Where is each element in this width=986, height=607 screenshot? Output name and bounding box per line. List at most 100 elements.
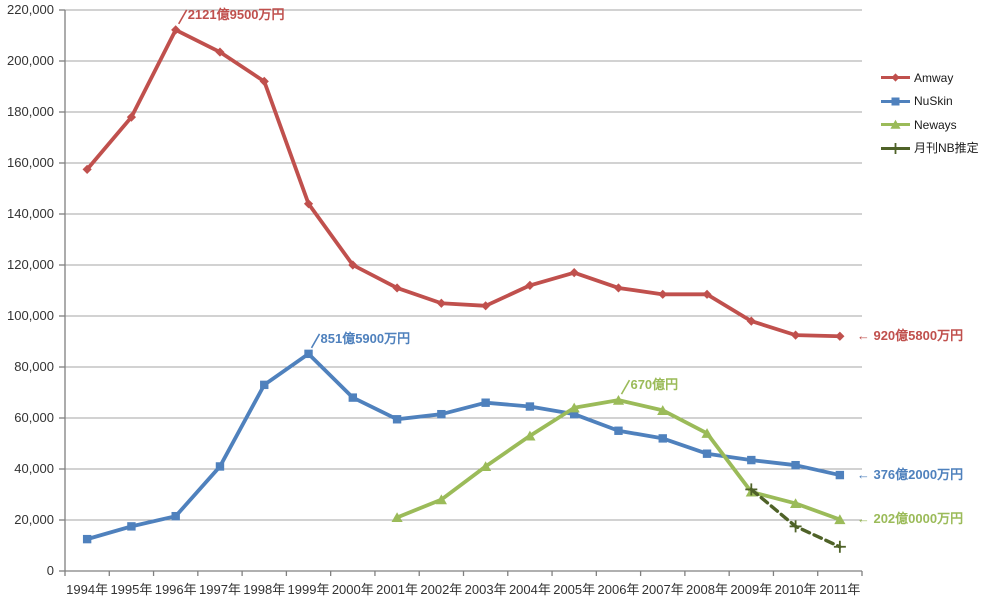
x-tick-label: 2010年 — [774, 582, 817, 597]
y-tick-label: 40,000 — [14, 461, 54, 476]
neways-legend-swatch-icon — [881, 120, 910, 130]
amway-marker — [790, 330, 801, 340]
neways-peak-leader-line — [620, 379, 631, 395]
nuskin-marker — [614, 426, 623, 435]
nuskin-marker — [747, 455, 756, 465]
y-tick-label: 140,000 — [7, 206, 54, 221]
amway-marker — [392, 283, 402, 293]
amway-end-annotation: ← 920億5800万円 — [856, 328, 964, 344]
amway-marker — [348, 260, 358, 270]
legend-label-nuskin: NuSkin — [914, 94, 953, 109]
x-tick-label: 2007年 — [641, 582, 684, 597]
legend-label-amway: Amway — [914, 70, 954, 85]
amway-marker — [215, 47, 225, 57]
amway-marker — [746, 316, 756, 326]
nuskin-marker — [392, 415, 402, 424]
nuskin-marker — [171, 511, 180, 521]
x-tick-label: 1994年 — [66, 582, 109, 597]
nuskin-peak-annotation: 851億5900万円 — [320, 330, 411, 346]
y-tick-label: 200,000 — [7, 53, 54, 68]
legend-item-nuskin: NuSkin — [880, 90, 979, 114]
nuskin-marker — [702, 449, 712, 458]
nuskin-marker — [215, 462, 225, 471]
x-tick-label: 2009年 — [730, 582, 773, 597]
nuskin-marker — [569, 409, 579, 419]
x-tick-label: 1997年 — [199, 582, 241, 597]
neways-peak-annotation: 670億円 — [630, 377, 679, 393]
nuskin-end-annotation: ← 376億2000万円 — [856, 467, 964, 483]
nuskin-legend-swatch-icon — [881, 97, 910, 106]
amway-legend-marker — [891, 73, 900, 82]
neways-marker — [701, 428, 713, 438]
nuskin-marker — [260, 380, 269, 390]
x-tick-label: 2000年 — [331, 582, 374, 597]
amway-marker — [613, 283, 624, 293]
y-tick-label: 160,000 — [7, 155, 54, 170]
legend-item-amway: Amway — [880, 66, 979, 90]
nuskin-marker — [82, 534, 92, 544]
amway-marker — [436, 298, 446, 308]
x-tick-label: 2008年 — [686, 582, 728, 597]
amway-marker — [259, 76, 269, 86]
amway-peak-annotation: 2121億9500万円 — [187, 6, 285, 22]
neways-marker — [834, 514, 846, 525]
x-tick-label: 2004年 — [508, 582, 551, 597]
nuskin-legend-marker — [891, 97, 900, 106]
neways-marker — [524, 430, 536, 441]
monthly-nb-estimate-legend-swatch-icon — [881, 142, 910, 154]
amway-line — [85, 28, 842, 339]
monthly-nb-estimate-line — [749, 487, 842, 549]
amway-marker — [82, 164, 92, 174]
amway-legend-swatch-icon — [881, 73, 910, 82]
neways-marker — [612, 394, 625, 405]
neways-marker — [435, 494, 447, 505]
y-tick-label: 80,000 — [14, 359, 54, 374]
nuskin-marker — [348, 393, 358, 402]
nuskin-marker — [127, 522, 136, 531]
amway-marker — [171, 25, 181, 35]
neways-end-annotation: ← 202億0000万円 — [856, 511, 964, 527]
amway-marker — [525, 280, 535, 290]
x-tick-label: 2001年 — [376, 582, 419, 597]
x-tick-label: 1999年 — [287, 582, 330, 597]
amway-marker — [569, 268, 579, 278]
neways-marker — [480, 461, 492, 472]
x-tick-label: 2005年 — [553, 582, 596, 597]
nuskin-marker — [835, 470, 845, 480]
legend: Amway NuSkin Neways 月刊NB推定 — [880, 66, 979, 160]
nuskin-marker — [791, 460, 800, 470]
neways-legend-marker — [890, 120, 901, 130]
nuskin-marker — [658, 434, 667, 443]
nuskin-marker — [437, 409, 446, 419]
nuskin-line — [85, 351, 842, 542]
legend-item-monthly-nb-estimate: 月刊NB推定 — [880, 137, 979, 161]
y-tick-label: 0 — [46, 563, 54, 578]
legend-label-monthly-nb-estimate: 月刊NB推定 — [914, 141, 979, 156]
amway-marker — [126, 112, 137, 122]
nuskin-marker — [481, 398, 490, 407]
x-tick-label: 2002年 — [420, 582, 463, 597]
amway-marker — [481, 301, 491, 311]
y-tick-label: 20,000 — [14, 512, 54, 527]
x-tick-label: 2003年 — [464, 582, 507, 597]
amway-marker — [702, 289, 712, 299]
amway-marker — [303, 199, 314, 209]
x-tick-label: 1996年 — [154, 582, 197, 597]
x-tick-label: 2006年 — [597, 582, 640, 597]
nuskin-peak-leader-line — [310, 333, 321, 349]
x-tick-label: 2011年 — [819, 582, 861, 597]
nuskin-marker — [304, 349, 313, 359]
neways-marker — [391, 512, 403, 523]
legend-label-neways: Neways — [914, 117, 957, 132]
y-tick-label: 60,000 — [14, 410, 54, 425]
legend-item-neways: Neways — [880, 113, 979, 137]
neways-marker — [657, 405, 669, 415]
x-tick-label: 1998年 — [243, 582, 286, 597]
y-tick-label: 100,000 — [7, 308, 54, 323]
neways-marker — [568, 402, 580, 413]
amway-peak-leader-line — [177, 9, 188, 25]
nuskin-marker — [525, 402, 535, 411]
amway-marker — [835, 331, 845, 341]
